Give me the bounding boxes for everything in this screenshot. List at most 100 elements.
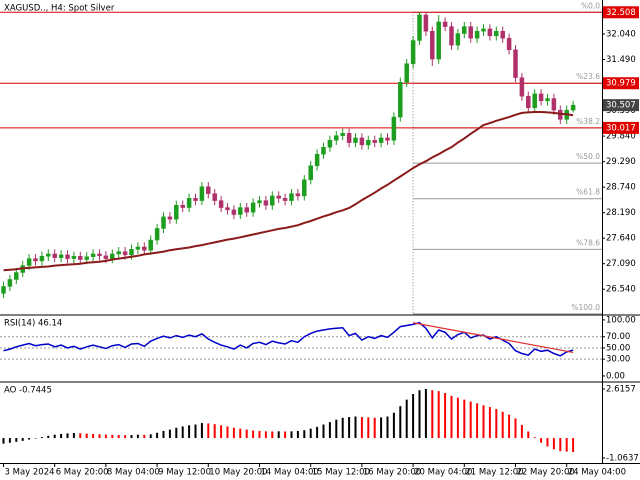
bar bbox=[200, 423, 203, 439]
trend-line bbox=[412, 322, 574, 354]
candle-body bbox=[474, 30, 480, 39]
y-tick-label: 28.740 bbox=[606, 183, 636, 193]
bar bbox=[405, 399, 408, 439]
candle-body bbox=[7, 279, 13, 287]
candle-body bbox=[302, 179, 307, 197]
candle-body bbox=[308, 165, 313, 180]
candle-body bbox=[526, 95, 531, 109]
candle-body bbox=[289, 193, 294, 201]
candle-body bbox=[167, 216, 173, 220]
candle-body bbox=[538, 93, 544, 102]
bar bbox=[367, 417, 370, 439]
candle-body bbox=[193, 198, 198, 201]
x-tick-label: 8 May 04:00 bbox=[107, 468, 160, 478]
bar bbox=[335, 419, 338, 439]
y-tick-label: 31.490 bbox=[606, 55, 636, 65]
candle-body bbox=[545, 98, 550, 102]
bar bbox=[162, 430, 165, 439]
candle-body bbox=[142, 246, 147, 251]
bar bbox=[431, 390, 434, 439]
candle-body bbox=[225, 207, 230, 211]
bar bbox=[322, 424, 325, 439]
candle-body bbox=[186, 198, 192, 208]
bar bbox=[354, 416, 357, 439]
y-tick-label: 100.00 bbox=[606, 315, 636, 325]
candle-body bbox=[321, 146, 326, 155]
rsi-title: RSI(14) 46.14 bbox=[4, 319, 62, 329]
x-tick-label: 6 May 20:00 bbox=[56, 468, 109, 478]
y-tick-label: 27.640 bbox=[606, 234, 636, 244]
x-tick-label: 24 May 04:00 bbox=[568, 468, 626, 478]
bar bbox=[444, 393, 447, 439]
fib-label: %50.0 bbox=[576, 152, 600, 161]
candle-body bbox=[71, 256, 77, 259]
candle-body bbox=[46, 253, 51, 257]
bar bbox=[380, 417, 383, 439]
bar bbox=[207, 423, 210, 439]
ao-title: AO -0.7445 bbox=[4, 386, 52, 396]
bar bbox=[130, 435, 133, 439]
bar bbox=[136, 434, 139, 439]
candle-body bbox=[314, 153, 320, 167]
bar bbox=[72, 432, 75, 439]
bar bbox=[79, 433, 82, 439]
candle-body bbox=[14, 272, 19, 280]
bar bbox=[514, 418, 517, 439]
price-box-label: 30.979 bbox=[606, 79, 636, 89]
candle-body bbox=[212, 193, 217, 201]
candle-body bbox=[135, 246, 141, 250]
bar bbox=[220, 425, 223, 439]
y-tick-label: 0.00 bbox=[606, 371, 625, 381]
bar bbox=[392, 412, 395, 439]
bar bbox=[386, 416, 389, 439]
candle-body bbox=[276, 195, 281, 199]
bar bbox=[149, 434, 152, 439]
fib-label: %100.0 bbox=[571, 303, 600, 312]
candle-body bbox=[90, 253, 96, 257]
bar bbox=[469, 401, 472, 439]
candle-body bbox=[385, 137, 390, 141]
candle-body bbox=[218, 200, 224, 208]
bar bbox=[15, 438, 18, 442]
y-tick-label: 2.6157 bbox=[606, 385, 636, 395]
y-tick-label: 50.00 bbox=[606, 343, 630, 353]
price-box bbox=[603, 77, 639, 90]
bar bbox=[40, 437, 43, 439]
bar bbox=[124, 435, 127, 439]
bar bbox=[501, 411, 504, 439]
candle-body bbox=[174, 204, 179, 220]
bar bbox=[168, 429, 171, 439]
bar bbox=[271, 431, 274, 439]
candle-body bbox=[180, 204, 185, 208]
fib-label: %38.2 bbox=[576, 117, 600, 126]
bar bbox=[60, 433, 63, 439]
y-tick-label: 29.840 bbox=[606, 132, 636, 142]
bar bbox=[175, 427, 178, 439]
indicator-line bbox=[3, 321, 574, 357]
candle-body bbox=[39, 256, 45, 262]
candle-body bbox=[282, 198, 288, 201]
bar bbox=[181, 426, 184, 439]
candle-body bbox=[257, 200, 262, 204]
candle-body bbox=[449, 26, 454, 46]
candle-body bbox=[1, 286, 6, 294]
bar bbox=[309, 428, 312, 439]
x-tick-label: 15 May 12:00 bbox=[312, 468, 370, 478]
y-tick-label: 27.090 bbox=[606, 259, 636, 269]
bar bbox=[572, 438, 575, 453]
price-box bbox=[603, 121, 639, 134]
candle-body bbox=[161, 216, 166, 229]
bar bbox=[559, 438, 562, 452]
candle-body bbox=[481, 28, 486, 32]
candle-body bbox=[250, 202, 256, 213]
candle-body bbox=[570, 104, 576, 111]
bar bbox=[277, 431, 280, 439]
candle-body bbox=[378, 137, 384, 143]
bar bbox=[8, 438, 11, 443]
y-tick-label: 30.00 bbox=[606, 355, 630, 365]
bar bbox=[373, 417, 376, 439]
bar bbox=[143, 434, 146, 439]
candle-body bbox=[500, 30, 505, 39]
candle-body bbox=[532, 93, 537, 109]
